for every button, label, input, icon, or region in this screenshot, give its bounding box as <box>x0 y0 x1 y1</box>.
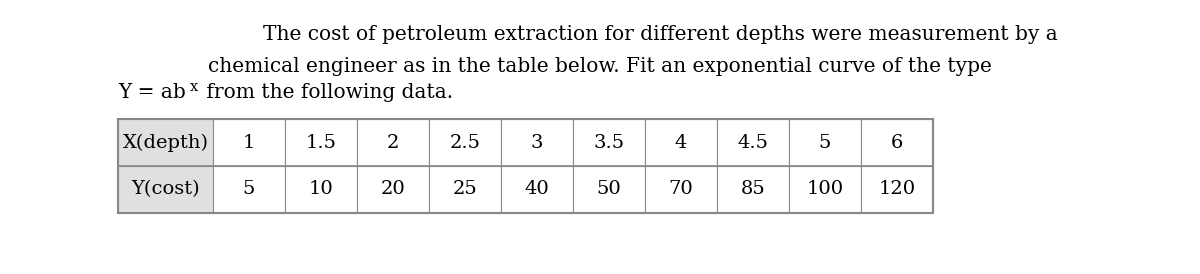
Bar <box>286 166 358 213</box>
Bar <box>790 119 862 166</box>
Bar <box>214 119 286 166</box>
Bar <box>430 119 502 166</box>
Bar <box>118 166 214 213</box>
Bar <box>574 166 646 213</box>
Text: 4.5: 4.5 <box>738 133 768 152</box>
Text: Y = ab: Y = ab <box>118 83 186 102</box>
Text: 4: 4 <box>674 133 688 152</box>
Text: 6: 6 <box>890 133 904 152</box>
Bar <box>430 166 502 213</box>
Bar <box>214 166 286 213</box>
Bar <box>790 166 862 213</box>
Text: 85: 85 <box>740 181 766 198</box>
Bar <box>118 119 934 213</box>
Bar <box>502 119 574 166</box>
Bar <box>118 119 214 166</box>
Text: 25: 25 <box>452 181 478 198</box>
Text: x: x <box>190 80 198 94</box>
Bar <box>862 166 934 213</box>
Bar <box>286 119 358 166</box>
Text: 1: 1 <box>242 133 256 152</box>
Bar <box>574 119 646 166</box>
Bar <box>718 119 790 166</box>
Text: Y(cost): Y(cost) <box>131 181 200 198</box>
Text: 2: 2 <box>386 133 400 152</box>
Text: 10: 10 <box>308 181 334 198</box>
Bar <box>646 119 718 166</box>
Bar <box>718 166 790 213</box>
Text: 70: 70 <box>668 181 694 198</box>
Text: 100: 100 <box>806 181 844 198</box>
Text: chemical engineer as in the table below. Fit an exponential curve of the type: chemical engineer as in the table below.… <box>208 56 992 76</box>
Text: 50: 50 <box>596 181 622 198</box>
Text: from the following data.: from the following data. <box>200 83 454 102</box>
Bar <box>862 119 934 166</box>
Text: 5: 5 <box>818 133 832 152</box>
Text: 2.5: 2.5 <box>450 133 480 152</box>
Bar <box>358 119 430 166</box>
Text: 1.5: 1.5 <box>306 133 336 152</box>
Text: 5: 5 <box>242 181 256 198</box>
Text: The cost of petroleum extraction for different depths were measurement by a: The cost of petroleum extraction for dif… <box>263 24 1057 44</box>
Text: 3.5: 3.5 <box>594 133 624 152</box>
Text: X(depth): X(depth) <box>122 133 209 152</box>
Text: 20: 20 <box>380 181 406 198</box>
Text: 3: 3 <box>530 133 544 152</box>
Bar <box>502 166 574 213</box>
Text: 40: 40 <box>524 181 550 198</box>
Bar <box>358 166 430 213</box>
Bar <box>646 166 718 213</box>
Text: 120: 120 <box>878 181 916 198</box>
